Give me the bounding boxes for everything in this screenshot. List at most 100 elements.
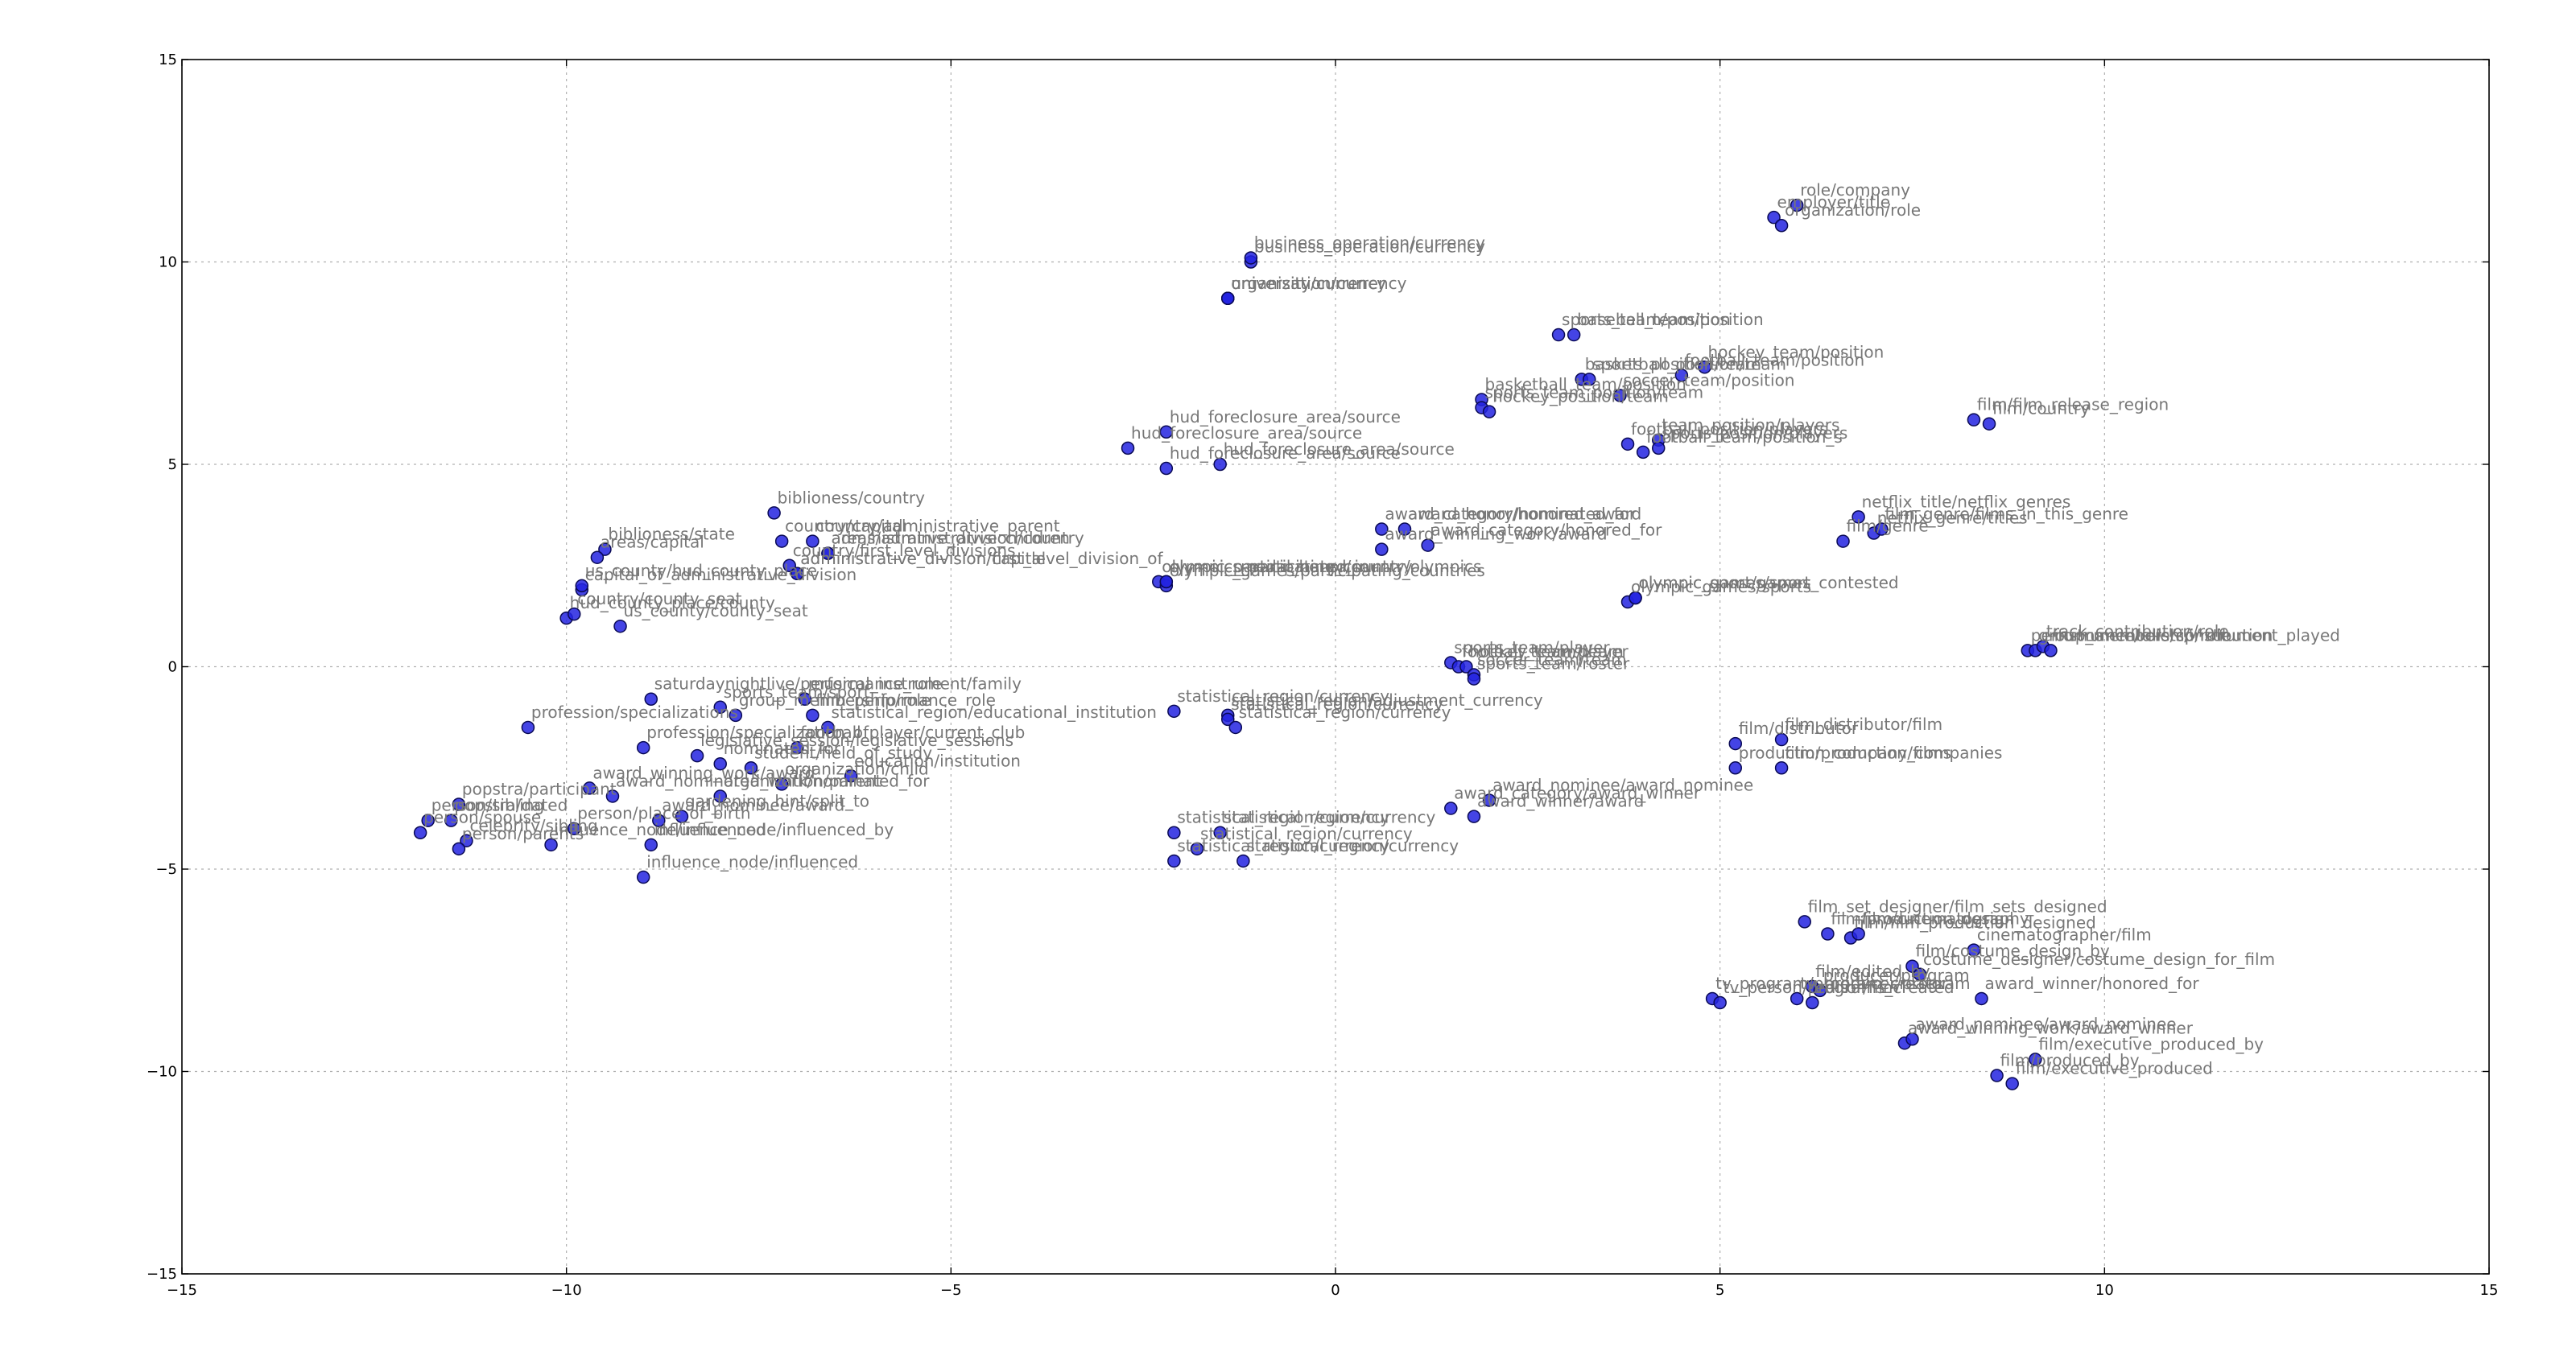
point-label: popstra/dated (454, 796, 568, 815)
point-label: film/film_production_designed (1854, 913, 2096, 933)
point-label: statistical_region/adjustment_currency (1231, 690, 1543, 710)
data-point (713, 756, 727, 771)
data-point (1798, 915, 1812, 929)
data-point (444, 814, 458, 827)
point-label: hockey_team/team (1469, 642, 1623, 661)
data-point (1121, 441, 1135, 455)
data-point (821, 720, 835, 735)
point-label: football_team/player (1462, 642, 1629, 661)
point-label: statistical_region/currency (1239, 703, 1451, 722)
point-label: employer/title (1777, 192, 1890, 212)
point-label: organization/parent (724, 771, 882, 790)
point-label: producer/program (1823, 966, 1970, 985)
data-point (460, 834, 473, 848)
point-label: team_position/players (1662, 415, 1839, 435)
data-point (1875, 522, 1889, 536)
data-point (1459, 660, 1473, 674)
point-label: university/currency (1231, 274, 1386, 293)
point-label: country/county_seat (577, 589, 741, 608)
point-label: instrumentalists/instrument_played (2054, 625, 2340, 645)
point-label: award_category/award_winner (1454, 784, 1701, 803)
point-label: film/executive_produced (2016, 1059, 2213, 1078)
data-point (1975, 991, 1988, 1006)
point-label: sports_position/players (1662, 423, 1847, 443)
data-point (1821, 927, 1835, 941)
point-label: sports_team/player (1454, 637, 1610, 657)
data-point (1567, 328, 1581, 342)
point-label: hud_foreclosure_area/source (1224, 439, 1455, 459)
point-label: country/administrative_parent (815, 517, 1059, 536)
data-point (583, 781, 597, 795)
point-label: film/country (1992, 399, 2090, 418)
point-label: basketball_position/team (1585, 354, 1786, 373)
point-label: film/film_release_region (1977, 395, 2169, 414)
data-point (1629, 591, 1642, 605)
point-label: award_honor/honored_award (1408, 504, 1641, 523)
data-point (567, 822, 581, 835)
point-label: film/costume_design_by (1916, 942, 2110, 961)
point-label: biblioness/country (778, 488, 926, 507)
point-label: legislative_session/legislative_sessions (700, 731, 1013, 750)
data-point (1397, 522, 1412, 536)
x-tick-label: −15 (167, 1282, 197, 1299)
point-label: olympic_games/sport (1639, 573, 1811, 592)
data-point (1790, 198, 1804, 212)
y-tick-label: 10 (159, 254, 177, 271)
x-tick-label: −10 (551, 1282, 582, 1299)
data-points (413, 198, 2058, 1090)
point-label: basketball_team/position (1485, 375, 1686, 394)
point-label: film/genre (1847, 517, 1929, 536)
point-label: award_nominated_work/nominated_for (616, 771, 930, 790)
data-point (1905, 1032, 1919, 1046)
point-label: statistical_region/currency (1231, 694, 1443, 714)
point-label: award_winner/award (1477, 792, 1644, 811)
point-label: soccer_team/team (1477, 650, 1627, 670)
point-label: hockey_position/team (1492, 387, 1669, 406)
data-point (690, 748, 704, 763)
data-point (1852, 927, 1865, 941)
data-point (1375, 522, 1389, 536)
data-point (1482, 405, 1496, 418)
point-label: statistical_region/currency (1177, 686, 1389, 706)
point-label: sports_team_position/team (1485, 383, 1704, 402)
grid-lines (182, 60, 2489, 1274)
data-point (1213, 826, 1227, 839)
point-label: soccer_team/position (1623, 370, 1794, 389)
data-point (1674, 369, 1689, 382)
point-label: areas/capital (601, 533, 704, 552)
point-label: us_county/hud_county_place (585, 561, 817, 580)
point-label: areas/administrative_children (831, 529, 1070, 548)
point-label: football_position/players (1631, 419, 1828, 439)
data-point (1213, 457, 1227, 472)
point-label: tv_program/program_creator (1715, 974, 1949, 993)
point-label: football_player/current_club (800, 723, 1025, 742)
data-point (806, 708, 819, 723)
data-point (2029, 1053, 2042, 1066)
data-point (1167, 704, 1181, 719)
data-point (1467, 810, 1481, 823)
data-point (821, 546, 835, 560)
point-label: production_company/films (1739, 743, 1951, 762)
data-point (1836, 534, 1850, 548)
point-labels: employer/titleorganization/rolerole/comp… (423, 180, 2340, 1078)
point-label: baseball_team/position (1577, 310, 1764, 329)
data-point (1905, 959, 1919, 973)
point-label: role/company (1800, 180, 1910, 200)
point-label: film_distributor/film (1785, 715, 1942, 734)
point-label: capital_of_administrative_division (585, 565, 857, 584)
data-point (782, 558, 796, 572)
x-tick-label: 0 (1331, 1282, 1340, 1299)
data-point (567, 607, 581, 621)
point-label: hud_county_place/county (570, 593, 775, 612)
x-tick-label: 5 (1715, 1282, 1724, 1299)
data-point (1159, 461, 1174, 476)
point-label: person/parents (462, 824, 584, 843)
point-label: hockey_team/position (1708, 342, 1885, 361)
point-label: statistical_region/currency (1177, 808, 1389, 827)
point-label: celebrity/sibling (469, 816, 597, 835)
point-label: nominated_for (724, 739, 841, 758)
point-label: award_nominee/award_nominee (1916, 1014, 2177, 1033)
point-label: person/sibling (431, 796, 544, 815)
point-label: olympic_sport/games_contested (1639, 573, 1899, 592)
point-label: hud_foreclosure_area/source (1131, 423, 1362, 443)
